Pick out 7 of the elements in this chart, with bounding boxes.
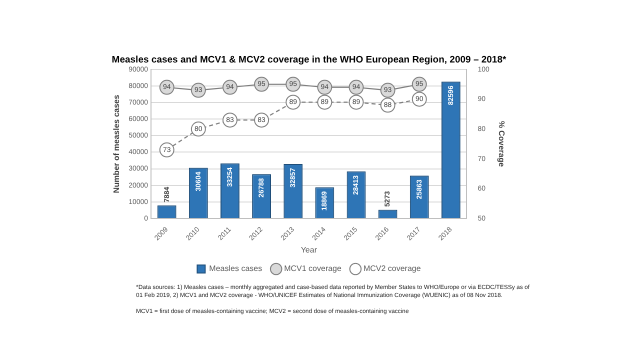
legend-label: Measles cases — [209, 264, 262, 274]
y-axis-title: Number of measles cases — [112, 94, 122, 194]
legend-label: MCV1 coverage — [284, 264, 342, 274]
x-axis-title: Year — [300, 245, 318, 254]
legend-label: MCV2 coverage — [363, 264, 422, 274]
chart-title: Measles cases and MCV1 & MCV2 coverage in the WHO European Region, 2009 – 2018* — [112, 54, 506, 66]
y2-axis-title: % Coverage — [496, 121, 506, 168]
